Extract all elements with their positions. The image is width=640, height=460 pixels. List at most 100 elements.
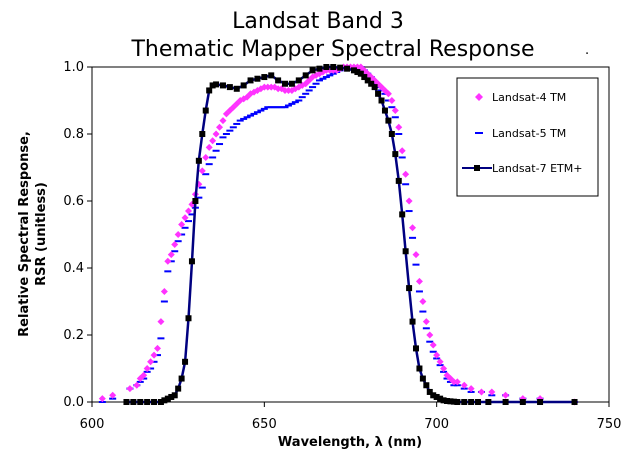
landsat7-point	[206, 87, 213, 94]
landsat5-point	[219, 136, 227, 139]
landsat7-point	[519, 399, 526, 405]
landsat7-point	[385, 117, 392, 124]
landsat7-point	[426, 388, 433, 395]
landsat4-point	[409, 224, 417, 232]
landsat5-point	[202, 173, 210, 176]
x-axis-label: Wavelength, λ (nm)	[278, 435, 422, 450]
landsat4-point	[436, 358, 444, 366]
y-tick-label: 0.4	[63, 261, 84, 276]
landsat7-point	[157, 399, 164, 405]
chart-title-line1: Landsat Band 3	[232, 9, 404, 34]
landsat5-point	[164, 270, 172, 273]
landsat7-point	[450, 398, 457, 405]
landsat5-point	[257, 109, 265, 112]
landsat5-point	[388, 106, 396, 109]
landsat5-point	[288, 102, 296, 105]
landsat7-point	[350, 67, 357, 74]
landsat7-point	[123, 399, 130, 405]
y-tick-label: 1.0	[63, 60, 84, 75]
legend-square-marker	[474, 165, 480, 171]
landsat4-point	[422, 318, 430, 326]
landsat7-point	[375, 90, 382, 97]
landsat4-point	[143, 365, 151, 372]
landsat7-point	[195, 157, 202, 164]
landsat5-point	[412, 263, 420, 266]
legend-item-landsat7: Landsat-7 ETM+	[492, 162, 582, 175]
series-landsat4-tm	[98, 63, 579, 406]
legend-item-landsat4: Landsat-4 TM	[492, 91, 566, 104]
landsat4-point	[171, 241, 179, 249]
landsat4-point	[405, 197, 413, 205]
landsat7-point	[151, 399, 158, 405]
landsat7-point	[213, 81, 220, 88]
landsat7-point	[571, 399, 578, 405]
landsat5-point	[395, 133, 403, 135]
landsat5-point	[174, 240, 182, 243]
landsat5-point	[409, 236, 417, 239]
landsat7-point	[423, 382, 430, 389]
landsat5-point	[229, 126, 237, 129]
landsat4-point	[140, 371, 148, 379]
landsat7-point	[233, 85, 240, 92]
landsat7-point	[192, 198, 199, 204]
landsat7-point	[392, 151, 399, 158]
landsat7-point	[161, 397, 168, 404]
landsat4-point	[398, 147, 406, 155]
landsat4-point	[157, 318, 165, 326]
landsat7-point	[309, 67, 316, 74]
landsat4-point	[126, 385, 134, 393]
landsat5-point	[298, 96, 306, 99]
x-tick-label: 700	[424, 417, 449, 432]
landsat4-point	[150, 351, 158, 359]
landsat7-point	[381, 107, 388, 114]
landsat5-point	[312, 82, 320, 85]
landsat7-point	[399, 211, 406, 218]
landsat7-point	[164, 395, 171, 402]
landsat4-point	[181, 214, 189, 222]
y-tick-label: 0.6	[63, 194, 84, 209]
landsat7-point	[537, 399, 544, 405]
landsat7-point	[282, 80, 289, 87]
landsat4-point	[133, 381, 141, 389]
landsat7-point	[395, 177, 402, 184]
landsat5-point	[426, 340, 434, 343]
landsat5-point	[205, 163, 213, 166]
landsat4-point	[147, 358, 155, 366]
landsat5-point	[326, 74, 334, 77]
x-tick-label: 600	[80, 417, 105, 432]
landsat5-point	[415, 290, 423, 293]
landsat4-point	[391, 107, 399, 115]
x-tick-label: 750	[597, 417, 622, 432]
x-tick-label: 650	[252, 417, 277, 432]
landsat5-point	[216, 143, 224, 146]
landsat7-point	[419, 375, 426, 382]
landsat4-point	[488, 388, 496, 396]
landsat7-point	[185, 315, 192, 322]
landsat5-point	[295, 99, 303, 102]
y-axis-label-line2: RSR (unitless)	[34, 182, 49, 286]
landsat5-point	[260, 107, 268, 110]
y-axis-label-line1: Relative Spectral Response,	[17, 131, 32, 337]
landsat5-point	[212, 149, 220, 152]
landsat5-point	[391, 116, 399, 119]
landsat7-point	[371, 84, 378, 91]
landsat4-point	[216, 123, 224, 131]
landsat7-point	[137, 399, 144, 405]
landsat4-point	[502, 391, 510, 399]
landsat7-point	[323, 64, 330, 70]
series-layer	[98, 63, 579, 406]
landsat7-point	[261, 74, 268, 81]
landsat7-point	[364, 77, 371, 84]
landsat7-point	[412, 345, 419, 352]
landsat5-point	[171, 250, 179, 253]
landsat5-point	[226, 129, 234, 132]
landsat4-point	[467, 385, 475, 393]
chart-title-line2: Thematic Mapper Spectral Response	[130, 37, 534, 62]
landsat7-point	[447, 398, 454, 405]
landsat5-point	[222, 133, 230, 135]
landsat5-point	[291, 101, 299, 104]
landsat7-point	[440, 397, 447, 404]
landsat7-point	[357, 70, 364, 77]
landsat5-point	[236, 119, 244, 122]
